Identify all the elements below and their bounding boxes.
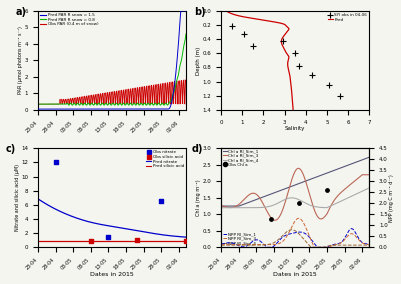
Point	[282, 239, 288, 244]
Point	[53, 160, 59, 164]
Point	[253, 239, 260, 244]
Point	[326, 83, 332, 87]
Point	[324, 187, 330, 192]
Point	[250, 44, 256, 49]
Y-axis label: Depth (m): Depth (m)	[196, 46, 201, 74]
Point	[105, 235, 112, 239]
X-axis label: Dates in 2015: Dates in 2015	[273, 272, 317, 277]
Text: a): a)	[16, 7, 27, 17]
Point	[229, 239, 235, 244]
Point	[88, 239, 94, 243]
Point	[363, 100, 369, 105]
Point	[241, 31, 248, 36]
Y-axis label: NPP (mg C m⁻² d⁻¹): NPP (mg C m⁻² d⁻¹)	[389, 174, 394, 222]
X-axis label: Salinity: Salinity	[285, 126, 306, 131]
Legend: Pred PAR R snow = 1.5, Pred PAR R snow = 0.8, Obs PAR (0.4 m of snow): Pred PAR R snow = 1.5, Pred PAR R snow =…	[40, 13, 98, 26]
Point	[299, 236, 306, 241]
Y-axis label: PAR (μmol photons m⁻² s⁻¹): PAR (μmol photons m⁻² s⁻¹)	[18, 26, 23, 94]
Point	[296, 201, 302, 205]
Point	[134, 238, 140, 243]
Y-axis label: Chl a (mg m⁻²): Chl a (mg m⁻²)	[196, 179, 201, 216]
Point	[296, 64, 303, 68]
Point	[229, 24, 235, 29]
Point	[267, 217, 274, 222]
Text: b): b)	[194, 7, 206, 17]
Point	[158, 199, 164, 204]
Legend: NPP RI_Sim_1, NPP RI_Sim_3, NPP RI_Sim_4: NPP RI_Sim_1, NPP RI_Sim_3, NPP RI_Sim_4	[223, 232, 256, 245]
Text: c): c)	[6, 144, 16, 154]
Point	[279, 38, 286, 43]
Point	[309, 72, 315, 77]
Point	[292, 51, 298, 56]
Point	[310, 239, 316, 244]
Y-axis label: Nitrate and silicic acid (μM): Nitrate and silicic acid (μM)	[15, 164, 20, 231]
Point	[331, 239, 337, 244]
Point	[336, 93, 343, 98]
Legend: Obs nitrate, Obs silicic acid, Pred nitrate, Pred silicic acid: Obs nitrate, Obs silicic acid, Pred nitr…	[146, 151, 184, 168]
Point	[345, 131, 351, 136]
Legend: SYI obs in 04-06, Pred: SYI obs in 04-06, Pred	[328, 13, 367, 22]
Point	[183, 239, 189, 244]
X-axis label: Dates in 2015: Dates in 2015	[90, 272, 134, 277]
Text: d): d)	[192, 144, 203, 154]
